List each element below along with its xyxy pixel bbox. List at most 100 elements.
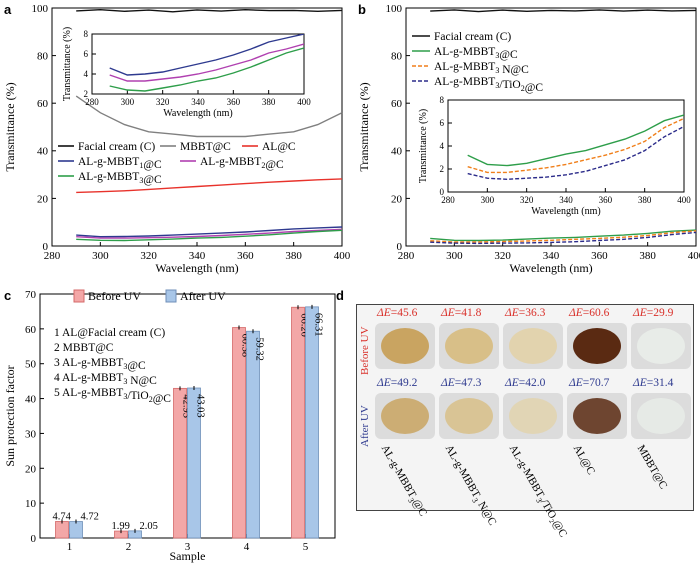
panel-a-series-line: [76, 178, 343, 194]
panel-c-legend-swatch: [165, 289, 177, 303]
panel-a-inset-x-tick-label: 360: [227, 97, 241, 107]
panel-b-inset-x-tick-label: 360: [599, 195, 613, 205]
panel-c-y-tick-label: 50: [25, 359, 37, 371]
panel-c-y-tick-label: 40: [25, 394, 37, 406]
panel-a-inset-x-tick-label: 280: [85, 97, 99, 107]
cream-swatch: [381, 328, 429, 364]
panel-a-x-axis-label: Wavelength (nm): [155, 261, 238, 275]
panel-c-y-tick-label: 60: [25, 324, 37, 336]
delta-e-after-label: ΔE=49.2: [377, 377, 418, 389]
panel-b-x-tick-label: 280: [398, 250, 415, 262]
panel-b-inset-x-tick-label: 380: [638, 195, 652, 205]
panel-c-y-tick-label: 0: [31, 533, 37, 545]
sample-name-label: AL-g-MBBT3@C: [378, 443, 430, 519]
sample-photo-before: [631, 323, 691, 369]
panel-c-bar: [69, 521, 83, 539]
panel-c-y-axis-label: Sun protection factor: [3, 365, 17, 466]
panel-c-bar: [55, 521, 69, 539]
panel-c-sample-key: 2 MBBT@C: [54, 342, 114, 354]
delta-e-before-label: ΔE=29.9: [633, 307, 674, 319]
panel-a-legend-label: AL-g-MBBT3@C: [78, 171, 162, 186]
panel-b-y-tick-label: 80: [391, 50, 403, 62]
panel-a-legend-label: MBBT@C: [180, 141, 231, 153]
panel-a-x-tick-label: 400: [334, 250, 351, 262]
panel-c-y-tick-label: 30: [25, 428, 37, 440]
panel-b-legend-label: AL-g-MBBT3/TiO2@C: [434, 76, 543, 94]
panel-b-series-line: [430, 231, 697, 245]
sample-photo-grid: Before UV After UV ΔE=45.6 ΔE=49.2 AL-g-MBBT…: [356, 304, 694, 539]
cream-swatch: [637, 328, 685, 364]
panel-a-x-tick-label: 380: [285, 250, 302, 262]
panel-a-inset-x-tick-label: 340: [191, 97, 205, 107]
panel-a-x-tick-label: 340: [189, 250, 206, 262]
panel-a-inset-series-line: [109, 43, 304, 82]
panel-a-legend-label: AL-g-MBBT1@C: [78, 156, 162, 171]
panel-c-bar: [232, 327, 246, 539]
panel-c-y-tick-label: 10: [25, 498, 37, 510]
panel-a-y-tick-label: 100: [32, 3, 49, 15]
panel-c-bar: [246, 330, 260, 539]
panel-c-legend-label: Before UV: [88, 289, 141, 303]
panel-c-label: c: [4, 288, 11, 303]
panel-a-inset-series-line: [109, 34, 304, 76]
panel-a-series-line: [76, 229, 343, 242]
panel-c-data-label: 4.74: [53, 511, 72, 522]
cream-swatch: [509, 328, 557, 364]
panel-b-y-tick-label: 40: [391, 146, 403, 158]
panel-b-series-line: [430, 229, 697, 242]
panel-c-bar: [305, 306, 319, 539]
panel-c-x-tick-label: 1: [67, 541, 73, 553]
panel-b-inset-x-tick-label: 340: [559, 195, 573, 205]
panel-a-series-line: [75, 95, 343, 138]
panel-a-y-tick-label: 40: [37, 146, 49, 158]
cream-swatch: [573, 328, 621, 364]
panel-a-y-tick-label: 80: [37, 50, 49, 62]
panel-c-data-label: 60.38: [240, 334, 251, 358]
panel-b-x-axis-label: Wavelength (nm): [509, 261, 592, 275]
sample-name-label: AL@C: [570, 443, 598, 477]
panel-c-y-tick-label: 70: [25, 289, 37, 301]
delta-e-after-label: ΔE=42.0: [505, 377, 546, 389]
panel-c-data-label: 66.31: [313, 313, 324, 337]
panel-b-inset-series-line: [467, 117, 684, 174]
panel-a-legend-label: AL-g-MBBT2@C: [200, 156, 284, 171]
panel-b-inset-y-tick-label: 8: [440, 95, 445, 105]
sample-photo-after: [439, 393, 499, 439]
panel-b-inset-series-line: [467, 125, 684, 181]
panel-c-y-tick-label: 20: [25, 463, 37, 475]
delta-e-before-label: ΔE=60.6: [569, 307, 610, 319]
sample-photo-after: [567, 393, 627, 439]
panel-a-y-tick-label: 0: [43, 241, 49, 253]
panel-b-inset-x-tick-label: 320: [520, 195, 534, 205]
panel-c-x-tick-label: 4: [244, 541, 250, 553]
panel-b-x-tick-label: 400: [688, 250, 700, 262]
panel-c-data-label: 1.99: [112, 521, 130, 532]
panel-b-x-tick-label: 300: [446, 250, 463, 262]
panel-b-inset-x-axis-label: Wavelength (nm): [531, 206, 600, 217]
delta-e-after-label: ΔE=47.3: [441, 377, 482, 389]
panel-c-legend-label: After UV: [180, 289, 226, 303]
sample-photo-after: [503, 393, 563, 439]
panel-a-inset-x-tick-label: 300: [121, 97, 135, 107]
panel-c-sample-key: 5 AL-g-MBBT3/TiO2@C: [54, 387, 171, 405]
panel-c-bar: [291, 306, 305, 539]
panel-b-legend-label: AL-g-MBBT3@C: [434, 46, 518, 61]
panel-a-legend-label: Facial cream (C): [78, 141, 155, 153]
panel-b-inset-y-tick-label: 4: [440, 141, 445, 151]
panel-c-data-label: 43.03: [195, 394, 206, 418]
panel-a-inset-y-tick-label: 8: [84, 29, 89, 39]
sample-photo-before: [439, 323, 499, 369]
delta-e-after-label: ΔE=70.7: [569, 377, 610, 389]
panel-c-x-tick-label: 2: [126, 541, 132, 553]
panel-b-y-tick-label: 60: [391, 98, 403, 110]
panel-a-y-tick-label: 60: [37, 98, 49, 110]
panel-a-label: a: [4, 2, 12, 17]
panel-b-x-tick-label: 320: [494, 250, 511, 262]
sample-photo-before: [375, 323, 435, 369]
panel-a-inset-x-tick-label: 320: [156, 97, 170, 107]
panel-a-series-line: [76, 228, 343, 239]
cream-swatch: [445, 398, 493, 434]
delta-e-before-label: ΔE=41.8: [441, 307, 482, 319]
sample-photo-after: [631, 393, 691, 439]
